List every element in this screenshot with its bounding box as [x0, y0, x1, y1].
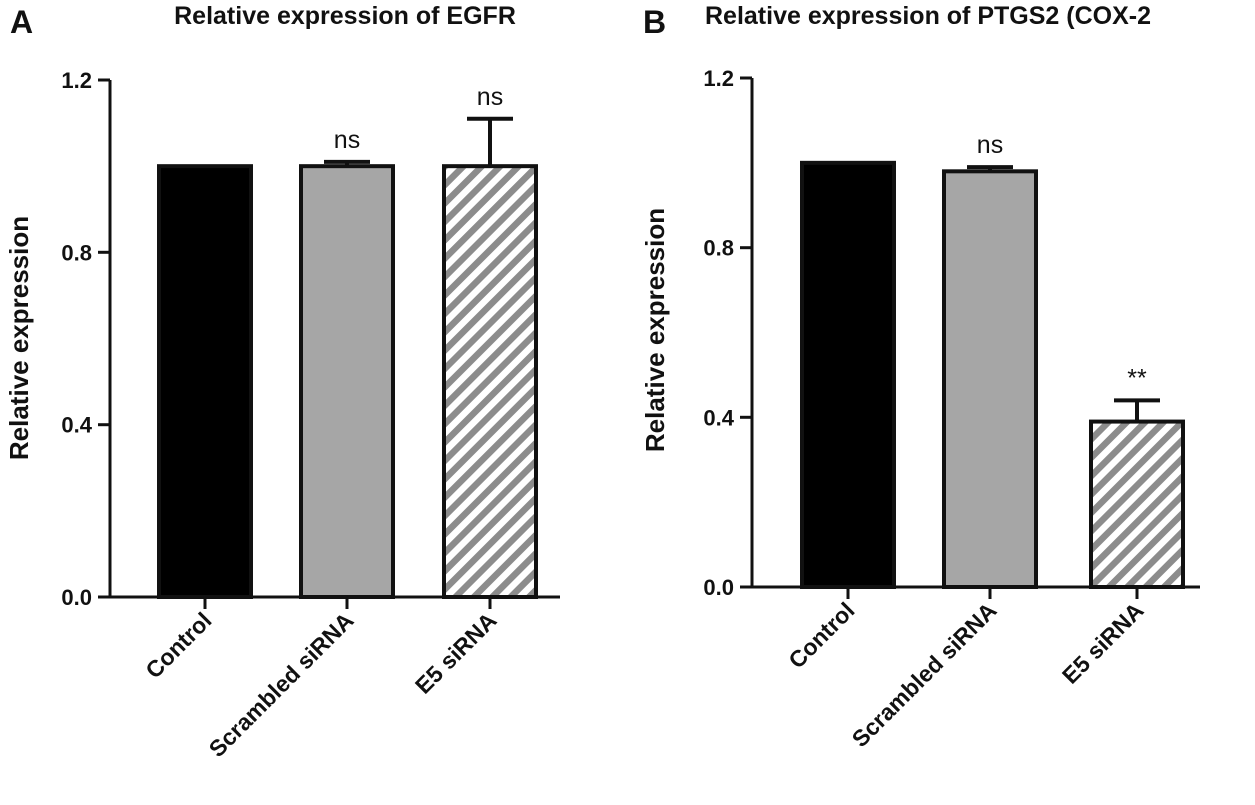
- panel-letter-b: B: [643, 4, 666, 40]
- x-category-label: Control: [783, 597, 859, 673]
- y-tick-label: 0.0: [61, 585, 92, 610]
- y-ticks-a: 0.0 0.4 0.8 1.2: [61, 68, 110, 610]
- significance-label: ns: [334, 126, 360, 154]
- y-tick-label: 1.2: [61, 68, 92, 93]
- chart-title-a: Relative expression of EGFR: [174, 2, 516, 30]
- bar: [157, 164, 253, 600]
- y-tick-label: 1.2: [703, 66, 734, 91]
- x-category-label: Scrambled siRNA: [847, 597, 1002, 752]
- significance-label: **: [1127, 364, 1147, 392]
- x-category-label: E5 siRNA: [1057, 597, 1149, 689]
- x-category-label: Control: [140, 607, 216, 683]
- significance-label: ns: [477, 83, 503, 111]
- y-axis-label-b: Relative expression: [640, 208, 670, 452]
- x-category-label: Scrambled siRNA: [204, 607, 359, 762]
- bar: [800, 160, 896, 589]
- y-axis-label-a: Relative expression: [4, 216, 34, 460]
- bar: [442, 164, 538, 600]
- y-ticks-b: 0.0 0.4 0.8 1.2: [703, 66, 752, 600]
- x-category-label: E5 siRNA: [410, 607, 502, 699]
- y-tick-label: 0.8: [703, 236, 734, 261]
- y-tick-label: 0.4: [703, 405, 734, 430]
- x-category-labels-a: Control Scrambled siRNA E5 siRNA: [140, 597, 502, 762]
- panel-letter-a: A: [10, 4, 33, 40]
- bar: [299, 164, 395, 600]
- bars-b: ns **: [800, 131, 1185, 590]
- chart-title-b: Relative expression of PTGS2 (COX-2: [705, 2, 1151, 30]
- significance-label: ns: [977, 131, 1003, 159]
- y-tick-label: 0.4: [61, 413, 92, 438]
- bar: [1089, 419, 1185, 590]
- chart-panel-a: A Relative expression of EGFR Relative e…: [4, 2, 560, 762]
- y-tick-label: 0.8: [61, 240, 92, 265]
- bars-a: ns ns: [157, 83, 538, 600]
- x-category-labels-b: Control Scrambled siRNA E5 siRNA: [783, 587, 1149, 752]
- y-tick-label: 0.0: [703, 575, 734, 600]
- chart-panel-b: B Relative expression of PTGS2 (COX-2 Re…: [640, 2, 1200, 752]
- bar: [942, 169, 1038, 589]
